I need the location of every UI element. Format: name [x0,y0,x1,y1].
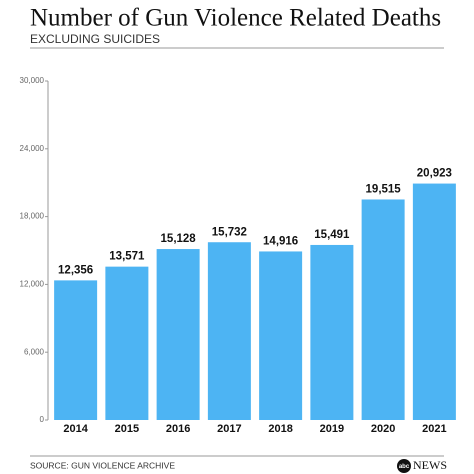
bar [361,199,405,420]
value-label: 13,571 [109,251,145,263]
value-label: 15,732 [212,226,247,238]
bar [156,249,200,420]
y-tick-label: 6,000 [24,347,45,356]
value-label: 15,491 [314,229,350,241]
y-tick-label: 30,000 [20,76,45,85]
value-label: 15,128 [161,233,197,245]
chart-subtitle: EXCLUDING SUICIDES [30,32,160,46]
bar [310,244,354,420]
x-tick-label: 2021 [422,423,446,435]
y-tick-label: 24,000 [20,144,45,153]
logo-circle [397,459,411,473]
bar [259,251,303,420]
x-tick-label: 2020 [371,423,395,435]
value-label: 20,923 [417,168,452,180]
y-tick-label: 18,000 [20,212,45,221]
x-tick-label: 2016 [166,423,190,435]
value-label: 14,916 [263,235,298,247]
logo: NEWS [413,458,447,472]
y-tick-label: 0 [40,415,45,424]
x-tick-label: 2015 [115,423,139,435]
value-label: 12,356 [58,264,93,276]
x-tick-label: 2018 [268,423,292,435]
logo: abc [399,464,410,470]
bar [54,280,98,420]
value-label: 19,515 [366,184,402,196]
y-tick-label: 12,000 [20,280,45,289]
x-tick-label: 2014 [63,423,88,435]
bar [105,266,149,420]
chart-title: Number of Gun Violence Related Deaths [30,5,441,32]
x-tick-label: 2019 [320,423,344,435]
bar [207,242,251,420]
bar [412,183,456,420]
x-tick-label: 2017 [217,423,241,435]
source: SOURCE: GUN VIOLENCE ARCHIVE [30,460,175,470]
